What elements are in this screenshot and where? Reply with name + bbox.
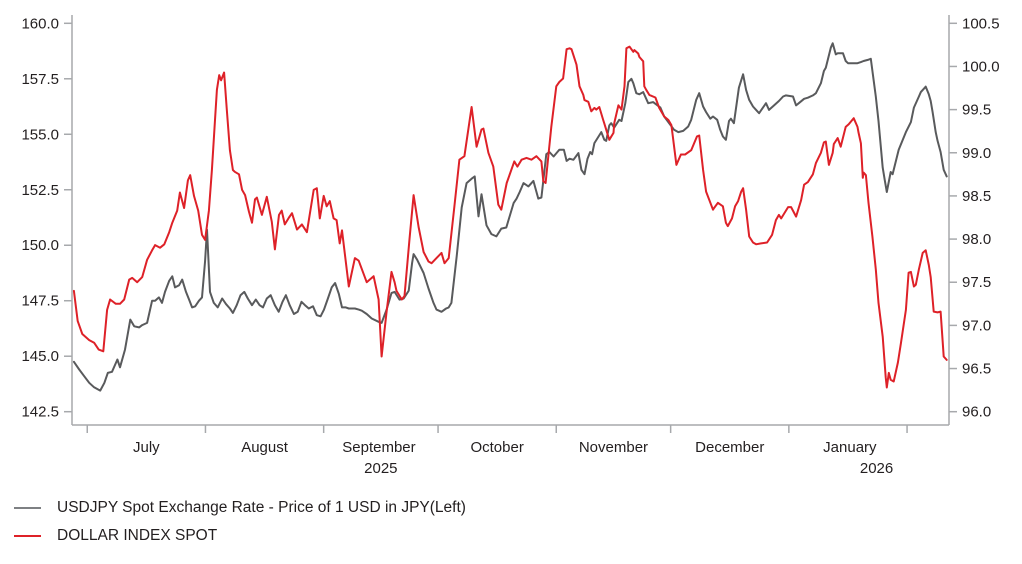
left-axis-tick-label: 142.5 [21,404,59,421]
dollar-index-line [72,45,948,389]
dollar-index-line-swatch [14,535,41,537]
right-axis-tick-label: 97.5 [962,274,991,291]
left-axis-tick-label: 157.5 [21,71,59,88]
right-axis-tick-label: 99.0 [962,145,991,162]
right-axis-tick-label: 96.5 [962,361,991,378]
legend-item-usdjpy: USDJPY Spot Exchange Rate - Price of 1 U… [14,494,466,522]
x-axis-month-label: December [695,439,764,456]
x-axis-month-label: January [823,439,877,456]
legend-item-dollar-index: DOLLAR INDEX SPOT [14,522,466,550]
usdjpy-spot-line [72,42,948,392]
left-axis-tick-label: 147.5 [21,293,59,310]
left-axis-tick-label: 152.5 [21,182,59,199]
x-axis-month-label: July [133,439,160,456]
right-axis-tick-label: 100.5 [962,15,1000,32]
left-axis-tick-label: 155.0 [21,126,59,143]
chart-canvas: 160.0 157.5 155.0 152.5 150.0 147.5 145.0 142.5… [21,15,1000,477]
right-axis-tick-label: 96.0 [962,404,991,421]
left-axis-tick-label: 145.0 [21,348,59,365]
usdjpy-legend-label: USDJPY Spot Exchange Rate - Price of 1 U… [57,499,466,516]
right-axis-tick-label: 99.5 [962,102,991,119]
x-axis-month-label: September [342,439,415,456]
x-axis-year-label: 2025 [364,460,397,477]
right-axis-tick-label: 97.0 [962,317,991,334]
right-axis-tick-label: 98.0 [962,231,991,248]
left-axis-tick-label: 160.0 [21,15,59,32]
x-axis-year-label: 2026 [860,460,893,477]
right-axis-tick-label: 100.0 [962,58,1000,75]
dollar-index-legend-label: DOLLAR INDEX SPOT [57,527,218,544]
x-axis-month-label: November [579,439,648,456]
right-axis-tick-label: 98.5 [962,188,991,205]
chart-legend: USDJPY Spot Exchange Rate - Price of 1 U… [14,494,466,550]
usdjpy-line-swatch [14,507,41,509]
x-axis-month-label: August [241,439,289,456]
left-axis-tick-label: 150.0 [21,237,59,254]
x-axis-month-label: October [470,439,523,456]
